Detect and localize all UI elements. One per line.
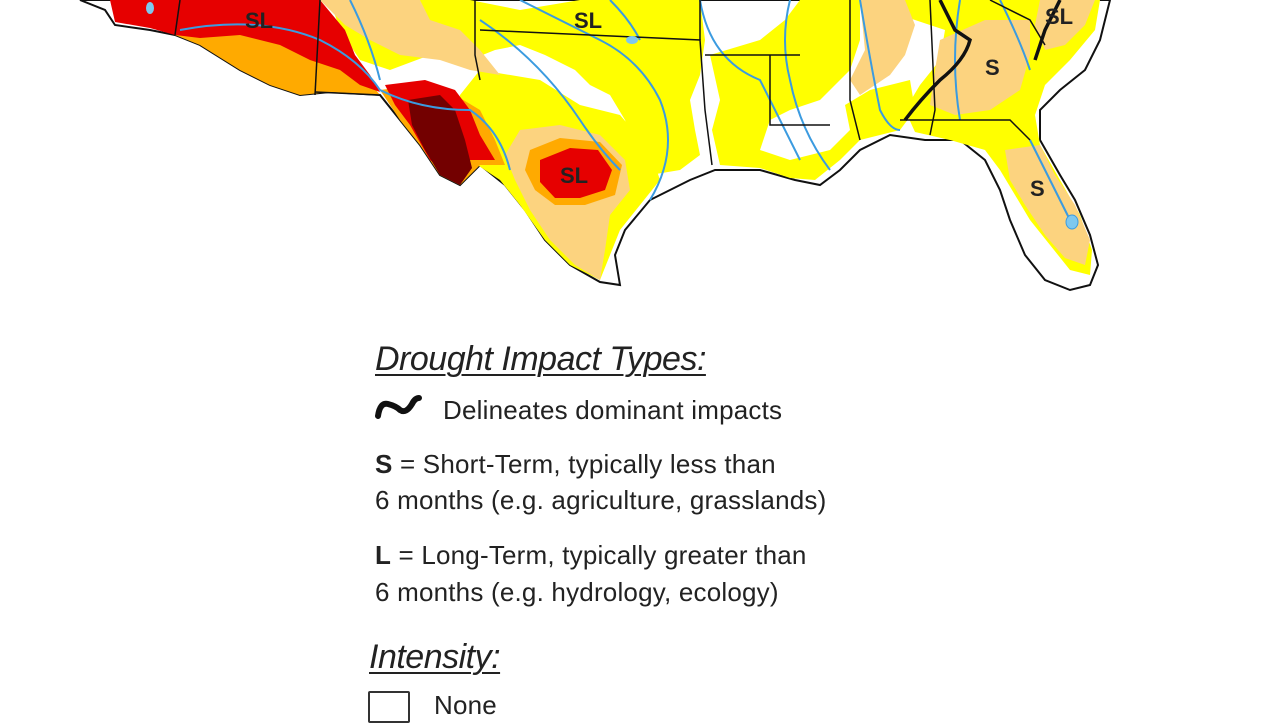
d1-carolina (1035, 0, 1095, 50)
state-borders (174, 0, 1046, 166)
d3-arizona-nm (110, 0, 380, 92)
long-term-line-2: 6 months (e.g. hydrology, ecology) (375, 577, 779, 607)
intensity-none-label: None (434, 690, 497, 720)
impact-delineation-line (1033, 0, 1062, 61)
impact-label: S (985, 55, 1000, 80)
impact-label: SL (574, 8, 602, 33)
intensity-heading: Intensity: (369, 638, 501, 676)
long-term-desc: = Long-Term, typically greater than (391, 540, 807, 570)
impact-delineation-line (903, 0, 972, 122)
delineates-text: Delineates dominant impacts (443, 395, 783, 425)
d1-west-texas (320, 0, 500, 75)
impact-types-heading: Drought Impact Types: (375, 340, 706, 378)
d4-big-bend (408, 95, 472, 185)
long-term-letter: L (375, 540, 392, 570)
lake (146, 2, 154, 14)
drought-map: SL SL SL S S SL (79, 0, 1112, 292)
d1-alabama (850, 0, 915, 95)
long-term-line-1: L = Long-Term, typically greater than (375, 540, 807, 571)
impact-label: SL (245, 8, 273, 33)
short-term-line-1: S = Short-Term, typically less than (375, 449, 776, 480)
short-term-letter: S (375, 449, 393, 479)
short-term-line-2: 6 months (e.g. agriculture, grasslands) (375, 485, 827, 515)
intensity-none-swatch (368, 691, 410, 723)
rivers (179, 0, 1071, 221)
lake (1065, 214, 1079, 230)
short-term-desc: = Short-Term, typically less than (392, 449, 776, 479)
impact-label: SL (560, 163, 588, 188)
d0-louisiana-mississippi (710, 0, 915, 180)
d1-florida (1005, 145, 1090, 265)
lake (626, 36, 638, 44)
d3-south-texas (540, 148, 612, 198)
impact-label: S (1030, 176, 1045, 201)
squiggle-line-icon (375, 395, 422, 419)
impact-label: SL (1045, 4, 1073, 29)
